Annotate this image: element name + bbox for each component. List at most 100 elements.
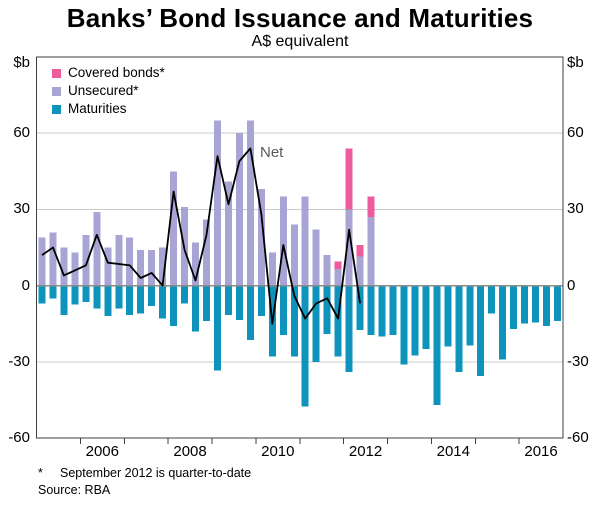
unsecured-bar-2010Q4: [290, 224, 298, 286]
legend-label: Maturities: [68, 101, 127, 116]
unsecured-bar-2005Q1: [38, 237, 46, 286]
maturity-bar-2016Q2: [532, 285, 540, 323]
unsecured-bar-2011Q4: [334, 269, 342, 286]
unsecured-bar-2010Q2: [268, 252, 276, 286]
y-tick-label-right--60: -60: [567, 429, 589, 446]
maturity-bar-2010Q3: [279, 285, 287, 336]
maturity-bar-2010Q1: [257, 285, 265, 317]
unsecured-bar-2007Q3: [148, 250, 156, 286]
maturity-bar-2009Q3: [235, 285, 243, 320]
y-tick-label-left-30: 30: [13, 200, 30, 218]
x-year-label-2008: 2008: [173, 443, 207, 460]
maturities-swatch-icon: [52, 104, 61, 114]
maturity-bar-2006Q2: [93, 285, 101, 309]
x-year-label-2016: 2016: [524, 443, 558, 460]
maturity-bar-2015Q3: [499, 285, 507, 360]
unsecured-bar-2008Q4: [203, 219, 211, 286]
y-tick-label-left--30: -30: [8, 352, 30, 370]
unsecured-bar-2009Q4: [246, 120, 254, 286]
maturity-bar-2012Q1: [345, 285, 353, 372]
covered-bar-2011Q4: [334, 261, 342, 270]
covered-bar-2012Q1: [345, 148, 353, 210]
legend-label: Unsecured*: [68, 83, 139, 98]
unsecured-bar-2007Q1: [126, 237, 134, 286]
unsecured-bar-2011Q1: [301, 196, 309, 286]
unsecured-bar-2012Q3: [367, 217, 375, 286]
maturity-bar-2013Q2: [400, 285, 408, 365]
y-tick-label-left-60: 60: [13, 124, 30, 142]
maturity-bar-2011Q1: [301, 285, 309, 407]
maturity-bar-2007Q4: [159, 285, 167, 319]
unsecured-bar-2009Q1: [213, 120, 221, 286]
legend-item-covered: Covered bonds*: [52, 64, 165, 82]
unsecured-bar-2010Q3: [279, 196, 287, 286]
maturity-bar-2011Q3: [323, 285, 331, 334]
source-note: Source: RBA: [38, 483, 111, 497]
unsecured-bar-2006Q3: [104, 247, 112, 286]
y-unit-label-left: $b: [13, 54, 30, 71]
maturity-bar-2008Q2: [181, 285, 189, 304]
maturity-bar-2009Q2: [224, 285, 232, 315]
maturity-bar-2011Q4: [334, 285, 342, 357]
maturity-bar-2009Q1: [213, 285, 221, 371]
maturity-bar-2005Q2: [49, 285, 57, 299]
legend-item-unsecured: Unsecured*: [52, 82, 165, 100]
y-tick-label-right-60: 60: [567, 124, 584, 142]
maturity-bar-2015Q2: [488, 285, 496, 314]
maturity-bar-2008Q4: [203, 285, 211, 322]
x-year-label-2006: 2006: [85, 443, 119, 460]
y-unit-label-right: $b: [567, 54, 584, 71]
maturity-bar-2007Q3: [148, 285, 156, 306]
maturity-bar-2005Q4: [71, 285, 79, 305]
maturity-bar-2013Q3: [411, 285, 419, 356]
maturity-bar-2016Q3: [543, 285, 551, 327]
maturity-bar-2011Q2: [312, 285, 320, 362]
legend-label: Covered bonds*: [68, 65, 165, 80]
maturity-bar-2005Q1: [38, 285, 46, 304]
maturity-bar-2013Q4: [422, 285, 430, 350]
maturity-bar-2016Q4: [554, 285, 562, 322]
maturity-bar-2014Q1: [433, 285, 441, 405]
unsecured-swatch-icon: [52, 86, 61, 96]
unsecured-bar-2006Q4: [115, 234, 123, 286]
maturity-bar-2012Q2: [356, 285, 364, 331]
unsecured-bar-2012Q1: [345, 209, 353, 286]
legend-item-maturities: Maturities: [52, 100, 165, 118]
unsecured-bar-2012Q2: [356, 256, 364, 286]
unsecured-bar-2009Q2: [224, 181, 232, 286]
maturity-bar-2010Q4: [290, 285, 298, 357]
maturity-bar-2009Q4: [246, 285, 254, 341]
x-year-label-2012: 2012: [348, 443, 383, 460]
unsecured-bar-2006Q2: [93, 211, 101, 286]
net-line-label: Net: [260, 144, 284, 161]
maturity-bar-2014Q3: [455, 285, 463, 372]
unsecured-bar-2005Q2: [49, 232, 57, 286]
y-tick-label-right-0: 0: [567, 276, 576, 294]
x-year-label-2014: 2014: [436, 443, 470, 460]
footnote-marker: *: [38, 466, 43, 480]
footnote: * September 2012 is quarter-to-date: [38, 466, 251, 480]
unsecured-bar-2011Q3: [323, 255, 331, 286]
maturity-bar-2012Q4: [378, 285, 386, 337]
maturity-bar-2006Q1: [82, 285, 90, 303]
maturity-bar-2014Q4: [466, 285, 474, 346]
maturity-bar-2007Q1: [126, 285, 134, 315]
unsecured-bar-2005Q3: [60, 247, 68, 286]
unsecured-bar-2007Q2: [137, 250, 145, 286]
maturity-bar-2006Q3: [104, 285, 112, 317]
unsecured-bar-2007Q4: [159, 247, 167, 286]
maturity-bar-2008Q3: [192, 285, 200, 332]
chart-title: Banks’ Bond Issuance and Maturities: [66, 3, 534, 33]
maturity-bar-2006Q4: [115, 285, 123, 309]
plot-frame: [35, 56, 564, 439]
y-tick-label-right-30: 30: [567, 200, 584, 218]
maturity-bar-2008Q1: [170, 285, 178, 327]
chart-subtitle: A$ equivalent: [251, 33, 349, 50]
y-tick-label-right--30: -30: [567, 352, 589, 370]
maturity-bar-2015Q4: [510, 285, 518, 329]
footnote-text: September 2012 is quarter-to-date: [60, 466, 252, 480]
unsecured-bar-2010Q1: [257, 189, 265, 286]
y-tick-label-left--60: -60: [8, 429, 30, 446]
